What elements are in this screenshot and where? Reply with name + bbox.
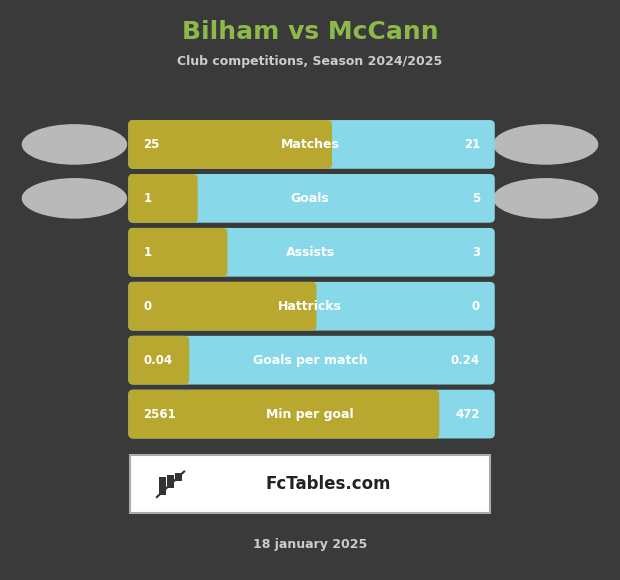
Text: Club competitions, Season 2024/2025: Club competitions, Season 2024/2025 [177, 55, 443, 68]
FancyBboxPatch shape [128, 228, 495, 277]
Text: 25: 25 [143, 138, 159, 151]
Text: 2561: 2561 [143, 408, 176, 420]
Text: Min per goal: Min per goal [266, 408, 354, 420]
Text: 3: 3 [472, 246, 480, 259]
Text: 1: 1 [143, 246, 151, 259]
Text: 0: 0 [472, 300, 480, 313]
FancyBboxPatch shape [128, 390, 495, 438]
Text: 0: 0 [143, 300, 151, 313]
Text: Bilham vs McCann: Bilham vs McCann [182, 20, 438, 44]
Text: 5: 5 [472, 192, 480, 205]
Text: Goals: Goals [291, 192, 329, 205]
Ellipse shape [493, 178, 598, 219]
FancyBboxPatch shape [128, 228, 228, 277]
FancyBboxPatch shape [128, 390, 440, 438]
FancyBboxPatch shape [128, 336, 189, 385]
Text: 1: 1 [143, 192, 151, 205]
Text: Assists: Assists [285, 246, 335, 259]
Text: Matches: Matches [281, 138, 339, 151]
Text: 21: 21 [464, 138, 480, 151]
FancyBboxPatch shape [175, 473, 182, 481]
Ellipse shape [22, 178, 127, 219]
FancyBboxPatch shape [128, 120, 495, 169]
FancyBboxPatch shape [128, 120, 332, 169]
FancyBboxPatch shape [128, 174, 198, 223]
Text: 0.24: 0.24 [451, 354, 480, 367]
FancyBboxPatch shape [130, 455, 490, 513]
FancyBboxPatch shape [167, 475, 174, 488]
Ellipse shape [22, 124, 127, 165]
Text: 18 january 2025: 18 january 2025 [253, 538, 367, 551]
FancyBboxPatch shape [128, 336, 495, 385]
FancyBboxPatch shape [128, 174, 495, 223]
Text: FcTables.com: FcTables.com [265, 475, 391, 494]
Text: Goals per match: Goals per match [253, 354, 367, 367]
Text: 472: 472 [455, 408, 480, 420]
FancyBboxPatch shape [159, 477, 166, 495]
FancyBboxPatch shape [128, 282, 495, 331]
FancyBboxPatch shape [128, 282, 317, 331]
Text: 0.04: 0.04 [143, 354, 172, 367]
Text: Hattricks: Hattricks [278, 300, 342, 313]
Ellipse shape [493, 124, 598, 165]
